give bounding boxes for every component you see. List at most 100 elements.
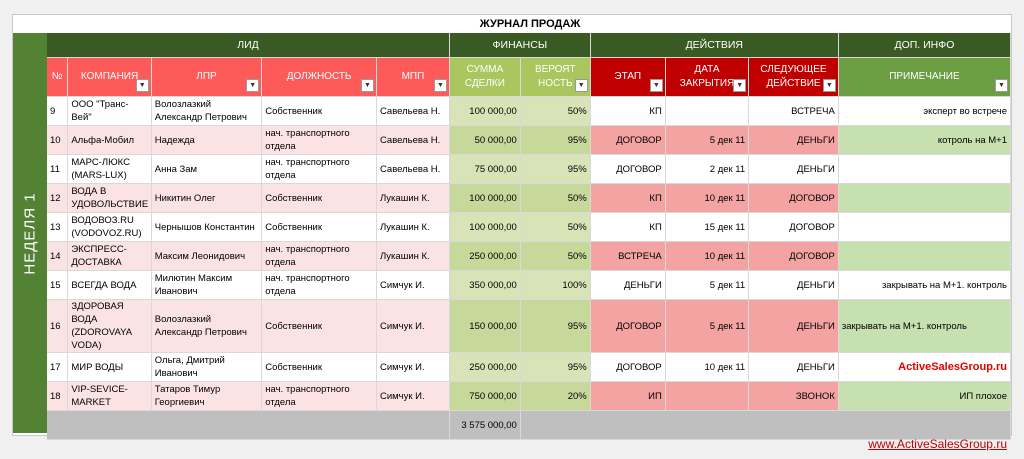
- cell-num[interactable]: 15: [47, 270, 69, 300]
- cell-close-date[interactable]: [665, 381, 750, 411]
- cell-next-action[interactable]: ДОГОВОР: [748, 183, 839, 213]
- cell-mpp[interactable]: Симчук И.: [376, 299, 450, 353]
- cell-probability[interactable]: 95%: [520, 125, 591, 155]
- cell-sum[interactable]: 250 000,00: [449, 352, 521, 382]
- cell-position[interactable]: нач. транспортного отдела: [261, 270, 377, 300]
- cell-note[interactable]: закрывать на М+1. контроль: [838, 299, 1012, 353]
- cell-sum[interactable]: 750 000,00: [449, 381, 521, 411]
- cell-mpp[interactable]: Лукашин К.: [376, 212, 450, 242]
- cell-num[interactable]: 16: [47, 299, 69, 353]
- filter-dropdown-icon[interactable]: ▼: [246, 79, 260, 92]
- filter-dropdown-icon[interactable]: ▼: [433, 79, 447, 92]
- filter-dropdown-icon[interactable]: ▼: [995, 79, 1008, 92]
- cell-stage[interactable]: ДОГОВОР: [590, 352, 666, 382]
- cell-num[interactable]: 14: [47, 241, 69, 271]
- cell-sum[interactable]: 100 000,00: [449, 96, 521, 126]
- cell-lpr[interactable]: Ольга, Дмитрий Иванович: [151, 352, 263, 382]
- cell-company[interactable]: ВОДА В УДОВОЛЬСТВИЕ: [67, 183, 152, 213]
- filter-dropdown-icon[interactable]: ▼: [135, 79, 149, 92]
- cell-probability[interactable]: 50%: [520, 241, 591, 271]
- cell-company[interactable]: ООО "Транс-Вей": [67, 96, 152, 126]
- filter-dropdown-icon[interactable]: ▼: [360, 79, 374, 92]
- cell-position[interactable]: Собственник: [261, 352, 377, 382]
- cell-stage[interactable]: ДЕНЬГИ: [590, 270, 666, 300]
- cell-mpp[interactable]: Симчук И.: [376, 381, 450, 411]
- total-sum[interactable]: 3 575 000,00: [449, 410, 521, 440]
- filter-dropdown-icon[interactable]: ▼: [649, 79, 663, 92]
- cell-mpp[interactable]: Савельева Н.: [376, 125, 450, 155]
- cell-close-date[interactable]: 10 дек 11: [665, 241, 750, 271]
- cell-stage[interactable]: ИП: [590, 381, 666, 411]
- cell-company[interactable]: ВОДОВОЗ.RU (VODOVOZ.RU): [67, 212, 152, 242]
- cell-num[interactable]: 11: [47, 154, 69, 184]
- cell-note[interactable]: [838, 241, 1012, 271]
- cell-next-action[interactable]: ДОГОВОР: [748, 241, 839, 271]
- cell-next-action[interactable]: ВСТРЕЧА: [748, 96, 839, 126]
- cell-stage[interactable]: ДОГОВОР: [590, 154, 666, 184]
- footer-link[interactable]: www.ActiveSalesGroup.ru: [868, 437, 1007, 451]
- cell-lpr[interactable]: Чернышов Константин: [151, 212, 263, 242]
- cell-close-date[interactable]: 10 дек 11: [665, 183, 750, 213]
- cell-mpp[interactable]: Савельева Н.: [376, 154, 450, 184]
- cell-num[interactable]: 9: [47, 96, 69, 126]
- cell-company[interactable]: ЭКСПРЕСС-ДОСТАВКА: [67, 241, 152, 271]
- cell-close-date[interactable]: 10 дек 11: [665, 352, 750, 382]
- cell-next-action[interactable]: ДЕНЬГИ: [748, 299, 839, 353]
- cell-lpr[interactable]: Никитин Олег: [151, 183, 263, 213]
- cell-close-date[interactable]: 15 дек 11: [665, 212, 750, 242]
- cell-stage[interactable]: ВСТРЕЧА: [590, 241, 666, 271]
- cell-position[interactable]: Собственник: [261, 212, 377, 242]
- cell-mpp[interactable]: Савельева Н.: [376, 96, 450, 126]
- cell-stage[interactable]: КП: [590, 96, 666, 126]
- cell-mpp[interactable]: Симчук И.: [376, 270, 450, 300]
- cell-note[interactable]: [838, 154, 1012, 184]
- cell-position[interactable]: нач. транспортного отдела: [261, 241, 377, 271]
- cell-company[interactable]: ВСЕГДА ВОДА: [67, 270, 152, 300]
- cell-probability[interactable]: 95%: [520, 352, 591, 382]
- cell-company[interactable]: Альфа-Мобил: [67, 125, 152, 155]
- filter-dropdown-icon[interactable]: ▼: [574, 79, 588, 92]
- cell-probability[interactable]: 20%: [520, 381, 591, 411]
- cell-num[interactable]: 17: [47, 352, 69, 382]
- cell-probability[interactable]: 95%: [520, 299, 591, 353]
- cell-mpp[interactable]: Лукашин К.: [376, 241, 450, 271]
- cell-sum[interactable]: 100 000,00: [449, 183, 521, 213]
- cell-company[interactable]: МИР ВОДЫ: [67, 352, 152, 382]
- cell-lpr[interactable]: Надежда: [151, 125, 263, 155]
- cell-probability[interactable]: 50%: [520, 212, 591, 242]
- filter-dropdown-icon[interactable]: ▼: [733, 79, 747, 92]
- cell-close-date[interactable]: [665, 96, 750, 126]
- cell-next-action[interactable]: ДЕНЬГИ: [748, 352, 839, 382]
- cell-num[interactable]: 13: [47, 212, 69, 242]
- cell-note[interactable]: [838, 212, 1012, 242]
- cell-sum[interactable]: 250 000,00: [449, 241, 521, 271]
- cell-sum[interactable]: 100 000,00: [449, 212, 521, 242]
- cell-close-date[interactable]: 2 дек 11: [665, 154, 750, 184]
- cell-close-date[interactable]: 5 дек 11: [665, 299, 750, 353]
- cell-position[interactable]: Собственник: [261, 299, 377, 353]
- cell-lpr[interactable]: Максим Леонидович: [151, 241, 263, 271]
- cell-company[interactable]: ЗДОРОВАЯ ВОДА (ZDOROVAYA VODA): [67, 299, 152, 353]
- cell-sum[interactable]: 150 000,00: [449, 299, 521, 353]
- cell-probability[interactable]: 100%: [520, 270, 591, 300]
- cell-num[interactable]: 10: [47, 125, 69, 155]
- cell-stage[interactable]: КП: [590, 212, 666, 242]
- cell-lpr[interactable]: Милютин Максим Иванович: [151, 270, 263, 300]
- cell-probability[interactable]: 50%: [520, 96, 591, 126]
- cell-num[interactable]: 12: [47, 183, 69, 213]
- cell-next-action[interactable]: ДЕНЬГИ: [748, 154, 839, 184]
- cell-company[interactable]: VIP-SEVICE-MARKET: [67, 381, 152, 411]
- cell-note[interactable]: ActiveSalesGroup.ru: [838, 352, 1012, 382]
- cell-note[interactable]: закрывать на М+1. контроль: [838, 270, 1012, 300]
- cell-next-action[interactable]: ДОГОВОР: [748, 212, 839, 242]
- cell-note[interactable]: эксперт во встрече: [838, 96, 1012, 126]
- cell-mpp[interactable]: Симчук И.: [376, 352, 450, 382]
- cell-position[interactable]: нач. транспортного отдела: [261, 125, 377, 155]
- cell-position[interactable]: нач. транспортного отдела: [261, 154, 377, 184]
- cell-stage[interactable]: ДОГОВОР: [590, 125, 666, 155]
- cell-next-action[interactable]: ДЕНЬГИ: [748, 125, 839, 155]
- cell-stage[interactable]: КП: [590, 183, 666, 213]
- cell-close-date[interactable]: 5 дек 11: [665, 270, 750, 300]
- cell-sum[interactable]: 75 000,00: [449, 154, 521, 184]
- cell-note[interactable]: ИП плохое: [838, 381, 1012, 411]
